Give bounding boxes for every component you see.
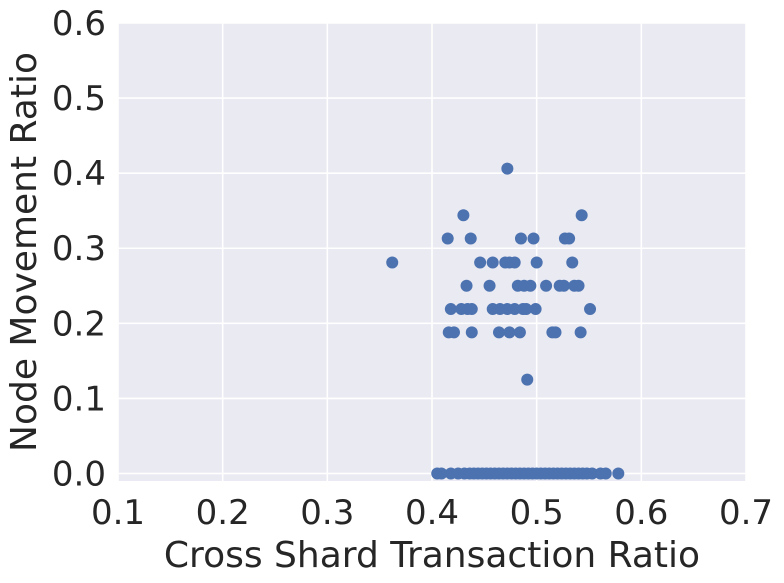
grid-lines [117,22,747,481]
scatter-point [572,279,585,292]
scatter-point [586,467,599,480]
scatter-point [540,279,553,292]
y-axis-ticks: 0.0 0.1 0.2 0.3 0.4 0.5 0.6 [52,4,106,494]
y-tick-label: 0.0 [52,454,106,494]
y-tick-label: 0.1 [52,379,106,419]
y-tick-label: 0.4 [52,154,106,194]
scatter-point [465,303,478,316]
x-tick-label: 0.1 [91,493,145,533]
scatter-point [563,232,576,245]
y-tick-label: 0.5 [52,79,106,119]
scatter-point [435,467,448,480]
scatter-point [566,256,579,269]
scatter-point [464,232,477,245]
y-tick-label: 0.6 [52,4,106,44]
scatter-point [386,256,399,269]
scatter-point [492,326,505,339]
scatter-point [521,373,534,386]
scatter-point [503,326,516,339]
scatter-point [584,303,597,316]
x-tick-label: 0.4 [405,493,459,533]
x-tick-label: 0.3 [300,493,354,533]
scatter-point [444,303,457,316]
scatter-point [501,162,514,175]
scatter-point [460,279,473,292]
y-tick-label: 0.3 [52,229,106,269]
scatter-point [612,467,625,480]
x-axis-label: Cross Shard Transaction Ratio [164,535,700,576]
scatter-point [549,326,562,339]
x-axis-ticks: 0.1 0.2 0.3 0.4 0.5 0.6 0.7 [91,493,773,533]
scatter-point [599,467,612,480]
scatter-point [465,326,478,339]
scatter-point [508,303,521,316]
scatter-point [520,303,533,316]
scatter-point [557,279,570,292]
scatter-point [474,256,487,269]
scatter-point [441,232,454,245]
x-tick-label: 0.7 [719,493,773,533]
scatter-point [486,256,499,269]
x-tick-label: 0.6 [614,493,668,533]
scatter-point [457,209,470,222]
y-axis-label: Node Movement Ratio [4,52,45,452]
x-tick-label: 0.5 [510,493,564,533]
scatter-point [447,326,460,339]
scatter-point [514,232,527,245]
scatter-point [513,326,526,339]
scatter-point [524,279,537,292]
data-points [386,162,625,480]
scatter-point [575,209,588,222]
y-tick-label: 0.2 [52,304,106,344]
scatter-point [483,279,496,292]
scatter-point [574,326,587,339]
scatter-point [529,303,542,316]
x-tick-label: 0.2 [196,493,250,533]
scatter-point [508,256,521,269]
scatter-point [527,232,540,245]
scatter-point [530,256,543,269]
